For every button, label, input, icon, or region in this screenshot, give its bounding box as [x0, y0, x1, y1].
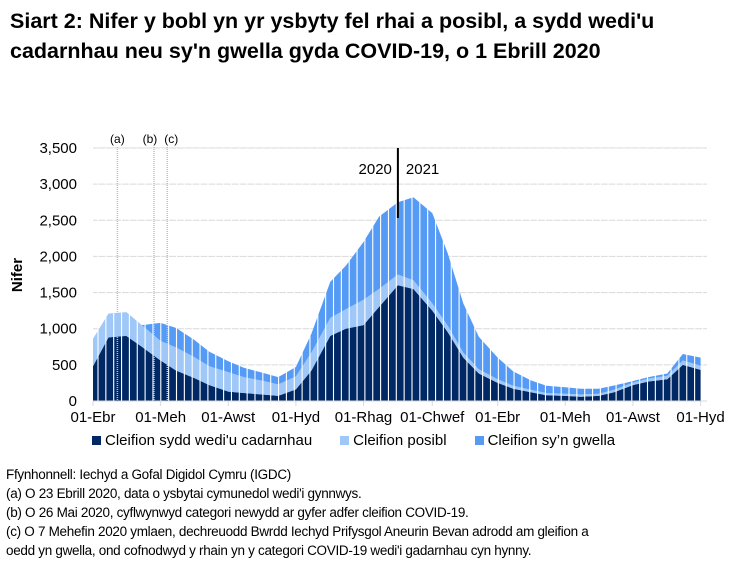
legend-item-suspected: Cleifion posibl: [340, 432, 447, 449]
footnote-c-cont: oedd yn gwella, ond cofnodwyd y rhain yn…: [6, 543, 532, 558]
y-tick-label: 3,500: [39, 140, 77, 157]
year-label-right: 2021: [406, 161, 439, 178]
annotation-label: (c): [164, 132, 178, 146]
legend-swatch-icon: [474, 436, 484, 445]
legend-label: Cleifion sydd wedi'u cadarnhau: [105, 432, 313, 449]
x-tick-label: 01-Ebr: [475, 409, 520, 426]
footnote-a: (a) O 23 Ebrill 2020, data o ysbytai cym…: [6, 486, 362, 501]
footnote-c: (c) O 7 Mehefin 2020 ymlaen, dechreuodd …: [6, 524, 589, 539]
footnote-b: (b) O 26 Mai 2020, cyflwynwyd categori n…: [6, 505, 469, 520]
x-tick-label: 01-Meh: [540, 409, 591, 426]
y-tick-label: 2,000: [39, 248, 77, 265]
x-tick-label: 01-Ebr: [70, 409, 115, 426]
chart-notes: Ffynhonnell: Iechyd a Gofal Digidol Cymr…: [6, 465, 731, 560]
x-tick-label: 01-Chwef: [400, 409, 465, 426]
legend-swatch-icon: [92, 436, 101, 445]
legend-item-confirmed: Cleifion sydd wedi'u cadarnhau: [92, 432, 312, 449]
x-tick-label: 01-Rhag: [335, 409, 393, 426]
year-label-left: 2020: [359, 161, 392, 178]
annotation-label: (a): [110, 132, 125, 146]
x-tick-label: 01-Hyd: [272, 409, 320, 426]
x-tick-label: 01-Meh: [135, 409, 186, 426]
legend-label: Cleifion sy’n gwella: [487, 432, 616, 449]
legend-item-recovering: Cleifion sy’n gwella: [474, 432, 616, 449]
x-tick-label: 01-Awst: [201, 409, 256, 426]
chart-legend: Cleifion sydd wedi'u cadarnhau Cleifion …: [92, 432, 615, 449]
stacked-area-chart: 0 500 1,000 1,500 2,000 2,500 3,000 3,500 Nifer 0…: [9, 132, 725, 426]
y-axis-label: Nifer: [9, 258, 26, 292]
y-tick-label: 3,000: [39, 176, 77, 193]
source-note: Ffynhonnell: Iechyd a Gofal Digidol Cymr…: [6, 467, 291, 482]
legend-swatch-icon: [340, 436, 350, 445]
y-tick-label: 1,000: [39, 321, 77, 338]
y-tick-label: 1,500: [39, 285, 77, 302]
y-tick-label: 500: [52, 357, 77, 374]
y-tick-label: 0: [69, 393, 77, 410]
chart-area: 0 500 1,000 1,500 2,000 2,500 3,000 3,500 Nifer 0…: [0, 120, 736, 460]
chart-title: Siart 2: Nifer y bobl yn yr ysbyty fel r…: [10, 9, 655, 63]
y-tick-label: 2,500: [39, 212, 77, 229]
legend-label: Cleifion posibl: [353, 432, 447, 449]
x-tick-label: 01-Awst: [606, 409, 661, 426]
annotation-label: (b): [143, 132, 158, 146]
x-tick-label: 01-Hyd: [676, 409, 724, 426]
